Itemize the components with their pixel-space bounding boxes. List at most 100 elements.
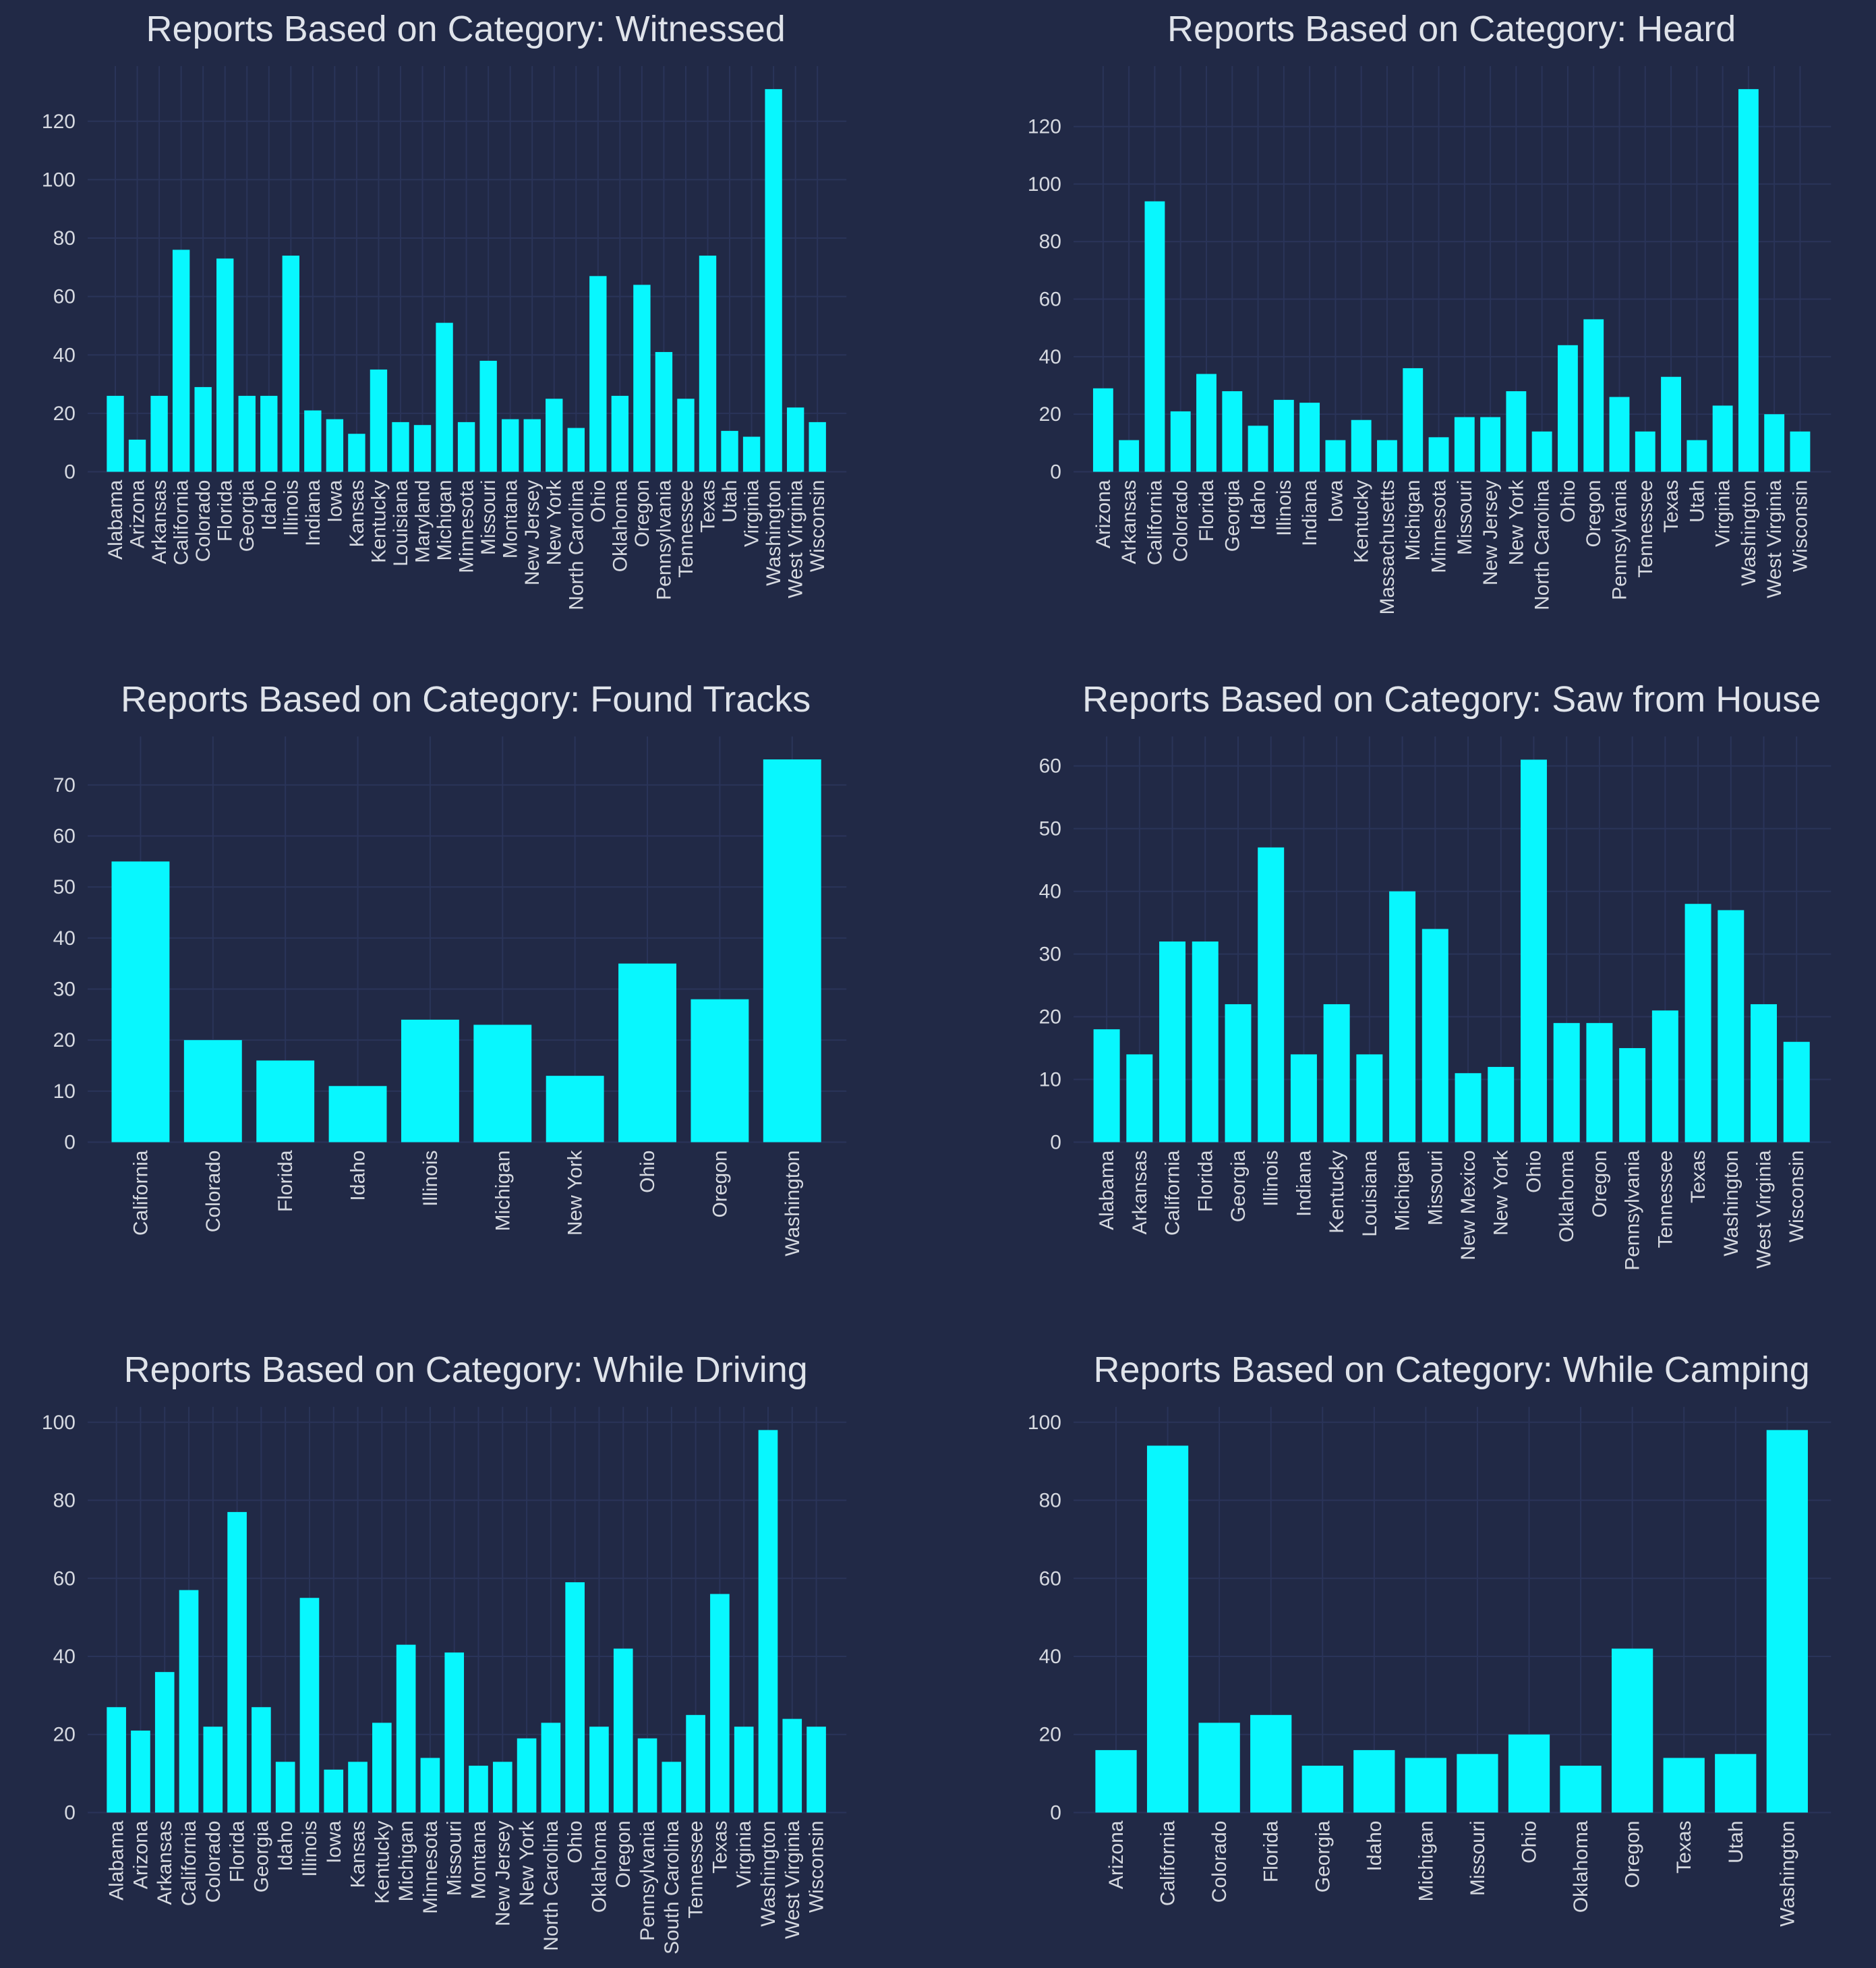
x-tick-label: Wisconsin [805, 1820, 827, 1913]
bar-washington [758, 1430, 778, 1813]
bar-west-virginia [1764, 414, 1785, 472]
x-tick-label: Arkansas [1129, 1150, 1151, 1234]
x-tick-label: Michigan [1403, 480, 1425, 561]
bar-arkansas [154, 1671, 175, 1813]
bar-north-carolina [567, 428, 585, 472]
x-tick-label: Arizona [129, 1820, 152, 1889]
bar-missouri [1455, 417, 1475, 472]
x-tick-label: New Jersey [492, 1820, 514, 1926]
chart-while-driving: 0 20 40 60 80 100 Alabama Arizona Arkansas Califo… [42, 1350, 846, 1955]
bar-maryland [413, 425, 431, 472]
y-tick-label: 0 [64, 1801, 76, 1824]
x-tick-label: New York [1506, 480, 1528, 566]
bar-georgia [251, 1706, 271, 1813]
x-tick-label: New York [516, 1820, 538, 1906]
bar-idaho [275, 1761, 295, 1813]
x-tick-label: Florida [1260, 1820, 1283, 1882]
x-tick-label: New York [543, 480, 565, 566]
chart-found-tracks: 0 10 20 30 40 50 60 70 California Colorado Florida… [53, 679, 846, 1256]
bar-wisconsin [809, 422, 826, 472]
x-tick-label: Tennessee [1655, 1150, 1677, 1248]
bar-idaho [1353, 1749, 1395, 1813]
bar-minnesota [1428, 437, 1449, 472]
x-tick-label: Colorado [1170, 480, 1192, 562]
bar-virginia [734, 1726, 754, 1813]
y-tick-label: 20 [1039, 403, 1061, 426]
bar-iowa [324, 1769, 343, 1813]
bar-iowa [326, 419, 343, 472]
bar-utah [721, 431, 738, 472]
x-tick-label: West Virginia [1753, 1150, 1776, 1269]
x-tick-label: Iowa [1325, 480, 1347, 523]
x-tick-label: Georgia [1227, 1150, 1250, 1222]
bar-tennessee [1635, 431, 1656, 472]
x-tick-label: Minnesota [1428, 480, 1450, 573]
bar-oregon [1586, 1022, 1613, 1142]
x-tick-label: Virginia [1712, 480, 1734, 547]
bar-new-mexico [1455, 1073, 1482, 1142]
x-tick-label: Oregon [631, 480, 653, 548]
x-tick-label: Virginia [740, 480, 763, 547]
x-tick-label: Washington [763, 480, 785, 586]
bar-ohio [1508, 1734, 1550, 1813]
y-tick-label: 20 [53, 1723, 75, 1745]
bar-idaho [260, 396, 278, 472]
bar-florida [1196, 374, 1217, 472]
y-tick-label: 0 [1051, 461, 1062, 484]
x-tick-label: West Virginia [1764, 480, 1786, 598]
bar-arkansas [1119, 440, 1140, 472]
x-tick-label: Alabama [105, 480, 127, 560]
bar-pennsylvania [637, 1738, 657, 1813]
x-tick-label: West Virginia [784, 480, 807, 598]
bar-florida [216, 258, 234, 472]
x-tick-label: Ohio [587, 480, 610, 523]
bar-kentucky [370, 370, 387, 472]
bar-colorado [1171, 411, 1192, 472]
x-tick-label: Washington [757, 1820, 780, 1926]
chart-title: Reports Based on Category: While Camping [1094, 1350, 1810, 1390]
bar-oregon [613, 1648, 633, 1813]
bar-colorado [1198, 1723, 1241, 1813]
x-tick-label: Missouri [477, 480, 500, 556]
y-tick-label: 10 [53, 1080, 75, 1103]
bar-pennsylvania [655, 352, 672, 472]
x-tick-label: Arkansas [148, 480, 171, 565]
x-tick-label: Indiana [302, 480, 324, 546]
bar-arizona [1095, 1749, 1137, 1813]
x-tick-label: Pennsylvania [1622, 1150, 1644, 1271]
x-tick-label: Massachusetts [1376, 480, 1399, 615]
bar-texas [1661, 376, 1682, 472]
bar-florida [1192, 941, 1219, 1142]
bar-arkansas [150, 396, 168, 472]
bar-indiana [303, 410, 322, 472]
x-tick-label: Oregon [1589, 1150, 1611, 1217]
x-tick-label: Texas [709, 1820, 731, 1873]
y-tick-label: 20 [1039, 1006, 1061, 1029]
bar-north-carolina [541, 1723, 560, 1813]
x-tick-label: Colorado [202, 1820, 225, 1903]
x-tick-label: Ohio [1519, 1820, 1541, 1863]
chart-while-camping: 0 20 40 60 80 100 Arizona California Colorado Flo… [1028, 1350, 1831, 1926]
x-tick-label: West Virginia [781, 1820, 803, 1939]
x-tick-label: North Carolina [540, 1820, 562, 1951]
y-tick-label: 120 [42, 111, 76, 133]
bar-california [1159, 941, 1186, 1142]
x-tick-label: Ohio [564, 1820, 586, 1863]
x-tick-label: Idaho [347, 1150, 369, 1200]
x-tick-label: Wisconsin [1790, 480, 1812, 573]
bar-indiana [1291, 1054, 1318, 1142]
y-tick-label: 50 [1039, 818, 1061, 840]
x-tick-label: Washington [1720, 1150, 1742, 1256]
x-tick-label: Michigan [1415, 1820, 1438, 1901]
x-tick-label: Illinois [1273, 480, 1295, 536]
x-tick-label: California [170, 480, 192, 565]
x-tick-label: Oregon [612, 1820, 635, 1888]
y-tick-label: 0 [1051, 1131, 1062, 1153]
x-tick-label: Florida [1195, 1150, 1217, 1212]
x-tick-label: Arizona [1092, 480, 1115, 548]
y-tick-label: 60 [53, 286, 75, 308]
bar-new-jersey [492, 1761, 512, 1813]
y-tick-label: 100 [1028, 1412, 1061, 1434]
bar-new-jersey [1480, 417, 1501, 472]
x-tick-label: Florida [214, 480, 236, 542]
